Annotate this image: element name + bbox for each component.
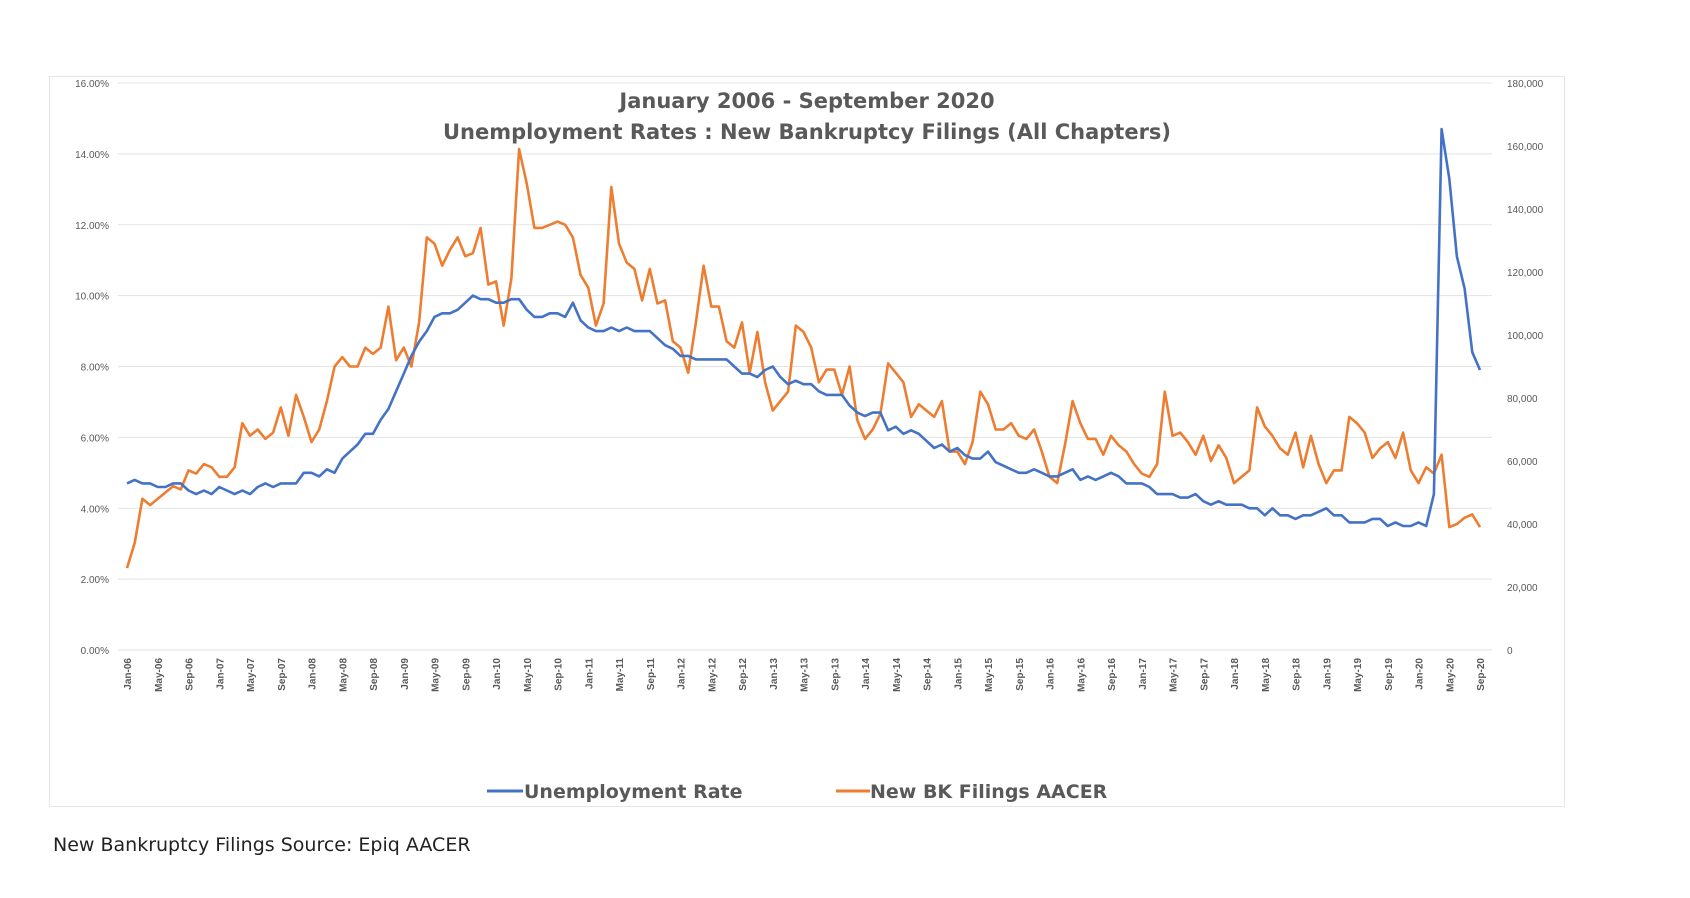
right-axis-tick-label: 60,000 xyxy=(1507,457,1538,468)
legend-label-unemployment: Unemployment Rate xyxy=(524,781,743,803)
x-axis-tick-label: Jan-14 xyxy=(861,658,872,690)
x-axis-tick-label: Sep-07 xyxy=(277,658,288,691)
x-axis-tick-label: Sep-20 xyxy=(1476,658,1487,691)
x-axis-tick-label: Jan-18 xyxy=(1230,658,1241,690)
legend-label-bk-filings: New BK Filings AACER xyxy=(870,781,1108,803)
x-axis-tick-label: Jan-17 xyxy=(1138,658,1149,690)
x-axis-tick-label: Jan-10 xyxy=(492,658,503,690)
x-axis-tick-label: Jan-07 xyxy=(215,658,226,690)
series-line-unemployment-rate xyxy=(126,127,1482,528)
x-axis-tick-label: Sep-14 xyxy=(923,658,934,691)
x-axis-tick-label: Jan-16 xyxy=(1046,658,1057,690)
right-axis-tick-label: 180,000 xyxy=(1507,79,1544,90)
x-axis-tick-label: Jan-13 xyxy=(769,658,780,690)
series-line-new-bk-filings-aacer xyxy=(125,147,1482,569)
x-axis-tick-label: Jan-15 xyxy=(953,658,964,690)
source-note: New Bankruptcy Filings Source: Epiq AACE… xyxy=(53,834,471,856)
x-axis-tick-label: Sep-18 xyxy=(1292,658,1303,691)
x-axis-tick-label: Jan-12 xyxy=(677,658,688,690)
left-axis-tick-label: 14.00% xyxy=(75,150,109,161)
right-axis-tick-label: 140,000 xyxy=(1507,205,1544,216)
x-axis-tick-label: Sep-10 xyxy=(554,658,565,691)
x-axis-tick-label: Sep-12 xyxy=(738,658,749,691)
x-axis-tick-label: Jan-19 xyxy=(1322,658,1333,690)
x-axis-tick-label: May-16 xyxy=(1076,658,1087,692)
right-axis-tick-label: 20,000 xyxy=(1507,583,1538,594)
x-axis-tick-label: May-12 xyxy=(707,658,718,692)
x-axis-tick-label: May-11 xyxy=(615,658,626,692)
chart-title-line1: January 2006 - September 2020 xyxy=(617,89,994,113)
right-axis-tick-label: 80,000 xyxy=(1507,394,1538,405)
left-axis-tick-label: 10.00% xyxy=(75,292,109,303)
left-axis-tick-label: 8.00% xyxy=(81,363,109,374)
left-axis-tick-label: 0.00% xyxy=(81,646,109,657)
chart-frame xyxy=(49,76,1565,807)
left-axis-tick-label: 12.00% xyxy=(75,221,109,232)
x-axis-tick-label: Jan-09 xyxy=(400,658,411,690)
x-axis-tick-label: May-14 xyxy=(892,658,903,692)
right-axis-tick-label: 0 xyxy=(1507,646,1513,657)
x-axis-tick-label: Jan-20 xyxy=(1415,658,1426,690)
left-axis-tick-label: 6.00% xyxy=(81,433,109,444)
left-axis-tick-label: 2.00% xyxy=(81,575,109,586)
x-axis-tick-label: Sep-16 xyxy=(1107,658,1118,691)
x-axis-tick-label: Sep-13 xyxy=(830,658,841,691)
x-axis-tick-label: Jan-06 xyxy=(123,658,134,690)
x-axis-tick-label: May-15 xyxy=(984,658,995,692)
left-axis-ticks: 0.00% 2.00% 4.00% 6.00% 8.00% 10.00% 12.00% 14.… xyxy=(75,79,109,657)
series-lines xyxy=(125,127,1482,569)
right-axis-ticks: 0 20,000 40,000 60,000 80,000 100,000 120,000 1… xyxy=(1507,79,1544,657)
x-axis-tick-label: Jan-11 xyxy=(584,658,595,690)
right-axis-tick-label: 160,000 xyxy=(1507,142,1544,153)
x-axis-tick-label: May-20 xyxy=(1445,658,1456,692)
x-axis-tick-label: Sep-17 xyxy=(1199,658,1210,691)
x-axis-tick-label: Sep-19 xyxy=(1384,658,1395,691)
right-axis-tick-label: 40,000 xyxy=(1507,520,1538,531)
x-axis-tick-label: Sep-11 xyxy=(646,658,657,691)
x-axis-tick-label: May-13 xyxy=(800,658,811,692)
x-axis-tick-label: May-17 xyxy=(1169,658,1180,692)
legend: Unemployment Rate New BK Filings AACER xyxy=(487,781,1108,803)
x-axis-tick-label: Sep-09 xyxy=(461,658,472,691)
x-axis-ticks: Jan-06 May-06 Sep-06 Jan-07 May-07 Sep-07 Jan-… xyxy=(123,658,1487,692)
x-axis-tick-label: May-09 xyxy=(431,658,442,692)
chart-title-line2: Unemployment Rates : New Bankruptcy Fili… xyxy=(443,120,1171,144)
x-axis-tick-label: Jan-08 xyxy=(308,658,319,690)
left-axis-tick-label: 16.00% xyxy=(75,79,109,90)
x-axis-tick-label: May-19 xyxy=(1353,658,1364,692)
x-axis-tick-label: May-06 xyxy=(154,658,165,692)
x-axis-tick-label: May-18 xyxy=(1261,658,1272,692)
x-axis-tick-label: May-07 xyxy=(246,658,257,692)
x-axis-tick-label: Sep-08 xyxy=(369,658,380,691)
x-axis-tick-label: May-10 xyxy=(523,658,534,692)
right-axis-tick-label: 100,000 xyxy=(1507,331,1544,342)
left-axis-tick-label: 4.00% xyxy=(81,504,109,515)
x-axis-tick-label: May-08 xyxy=(338,658,349,692)
x-axis-tick-label: Sep-06 xyxy=(185,658,196,691)
gridlines xyxy=(118,82,1492,651)
x-axis-tick-label: Sep-15 xyxy=(1015,658,1026,691)
right-axis-tick-label: 120,000 xyxy=(1507,268,1544,279)
